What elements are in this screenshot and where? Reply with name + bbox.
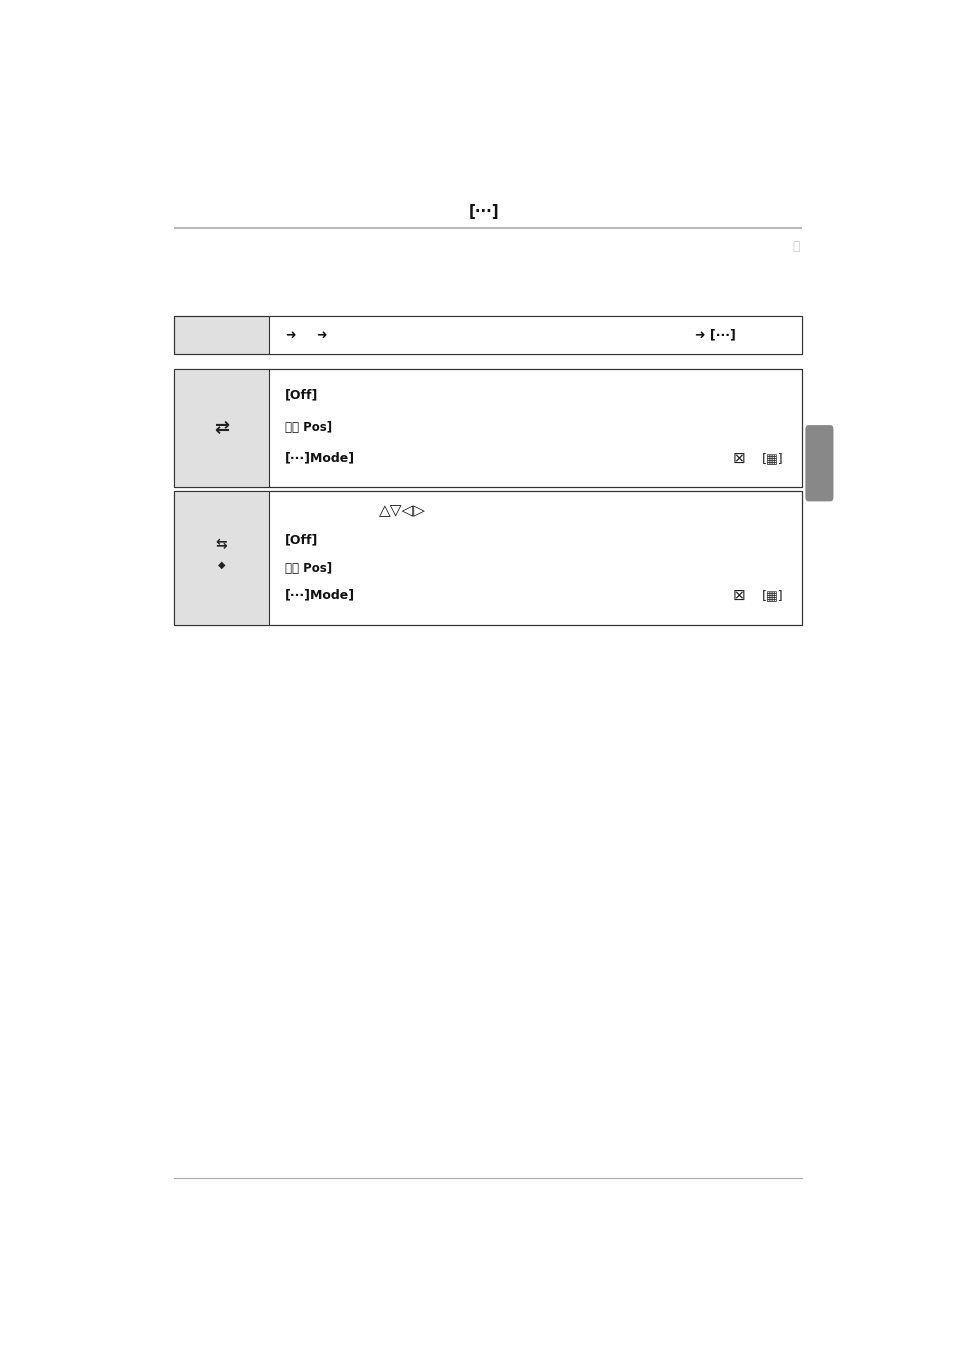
Bar (173, 369, 269, 487)
Bar (173, 491, 801, 624)
Text: ⬜⃞ Pos]: ⬜⃞ Pos] (285, 562, 332, 575)
Text: [▦]: [▦] (760, 589, 782, 601)
Text: ➜ [···]: ➜ [···] (695, 328, 736, 342)
Bar (173, 491, 269, 624)
Bar (173, 491, 801, 624)
FancyBboxPatch shape (804, 425, 833, 501)
Bar (173, 316, 801, 354)
Bar (269, 316, 801, 354)
Text: ⊠: ⊠ (731, 588, 744, 603)
Text: ◆: ◆ (217, 559, 225, 570)
Text: ➜: ➜ (285, 328, 295, 342)
Text: [···]: [···] (469, 205, 499, 220)
Text: [Off]: [Off] (285, 388, 318, 402)
Text: [▦]: [▦] (760, 452, 782, 465)
Text: [···]Mode]: [···]Mode] (285, 589, 355, 601)
Bar (173, 316, 801, 354)
Text: [Off]: [Off] (285, 533, 318, 547)
Text: ⇆: ⇆ (215, 537, 227, 551)
Text: [···]Mode]: [···]Mode] (285, 452, 355, 465)
Text: ⇄: ⇄ (213, 419, 229, 437)
Text: 🎥: 🎥 (792, 240, 800, 254)
Text: ⬜⃞ Pos]: ⬜⃞ Pos] (285, 421, 332, 434)
Bar (173, 369, 801, 487)
Text: ➜: ➜ (316, 328, 327, 342)
Text: ⊠: ⊠ (731, 451, 744, 465)
Text: △▽◁▷: △▽◁▷ (378, 503, 425, 518)
Bar (173, 369, 801, 487)
